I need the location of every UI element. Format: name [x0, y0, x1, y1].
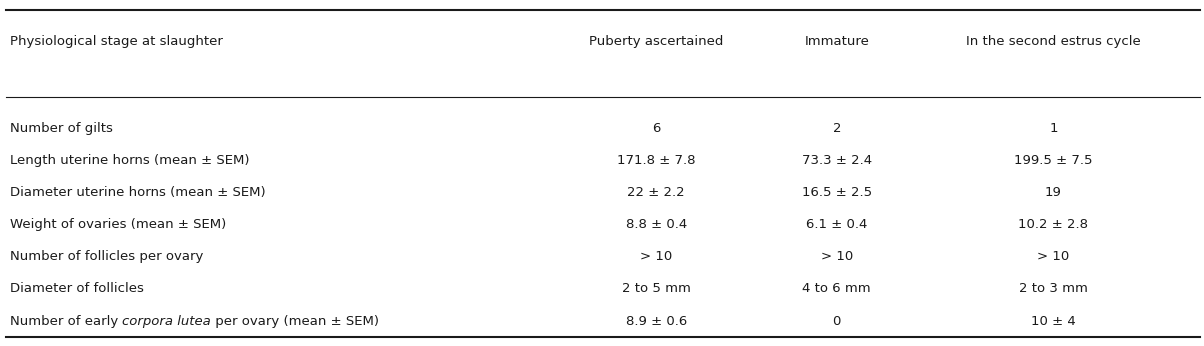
Text: 2: 2 — [832, 121, 842, 135]
Text: 199.5 ± 7.5: 199.5 ± 7.5 — [1014, 154, 1093, 167]
Text: per ovary (mean ± SEM): per ovary (mean ± SEM) — [211, 315, 379, 328]
Text: corpora lutea: corpora lutea — [122, 315, 211, 328]
Text: 0: 0 — [833, 315, 840, 328]
Text: 10 ± 4: 10 ± 4 — [1031, 315, 1076, 328]
Text: Weight of ovaries (mean ± SEM): Weight of ovaries (mean ± SEM) — [10, 218, 226, 231]
Text: Number of gilts: Number of gilts — [10, 121, 112, 135]
Text: 2 to 5 mm: 2 to 5 mm — [621, 282, 691, 295]
Text: > 10: > 10 — [821, 250, 852, 263]
Text: 8.8 ± 0.4: 8.8 ± 0.4 — [626, 218, 686, 231]
Text: 2 to 3 mm: 2 to 3 mm — [1019, 282, 1088, 295]
Text: 6.1 ± 0.4: 6.1 ± 0.4 — [807, 218, 867, 231]
Text: 22 ± 2.2: 22 ± 2.2 — [627, 186, 685, 199]
Text: 19: 19 — [1045, 186, 1062, 199]
Text: Length uterine horns (mean ± SEM): Length uterine horns (mean ± SEM) — [10, 154, 249, 167]
Text: 8.9 ± 0.6: 8.9 ± 0.6 — [626, 315, 686, 328]
Text: Number of early: Number of early — [10, 315, 122, 328]
Text: > 10: > 10 — [1038, 250, 1069, 263]
Text: Number of follicles per ovary: Number of follicles per ovary — [10, 250, 203, 263]
Text: Immature: Immature — [804, 35, 869, 48]
Text: Diameter of follicles: Diameter of follicles — [10, 282, 143, 295]
Text: 16.5 ± 2.5: 16.5 ± 2.5 — [802, 186, 872, 199]
Text: Diameter uterine horns (mean ± SEM): Diameter uterine horns (mean ± SEM) — [10, 186, 265, 199]
Text: > 10: > 10 — [641, 250, 672, 263]
Text: In the second estrus cycle: In the second estrus cycle — [966, 35, 1141, 48]
Text: Puberty ascertained: Puberty ascertained — [589, 35, 724, 48]
Text: 1: 1 — [1049, 121, 1058, 135]
Text: Physiological stage at slaughter: Physiological stage at slaughter — [10, 35, 223, 48]
Text: 6: 6 — [653, 121, 660, 135]
Text: 171.8 ± 7.8: 171.8 ± 7.8 — [616, 154, 696, 167]
Text: 4 to 6 mm: 4 to 6 mm — [803, 282, 870, 295]
Text: 73.3 ± 2.4: 73.3 ± 2.4 — [802, 154, 872, 167]
Text: 10.2 ± 2.8: 10.2 ± 2.8 — [1019, 218, 1088, 231]
